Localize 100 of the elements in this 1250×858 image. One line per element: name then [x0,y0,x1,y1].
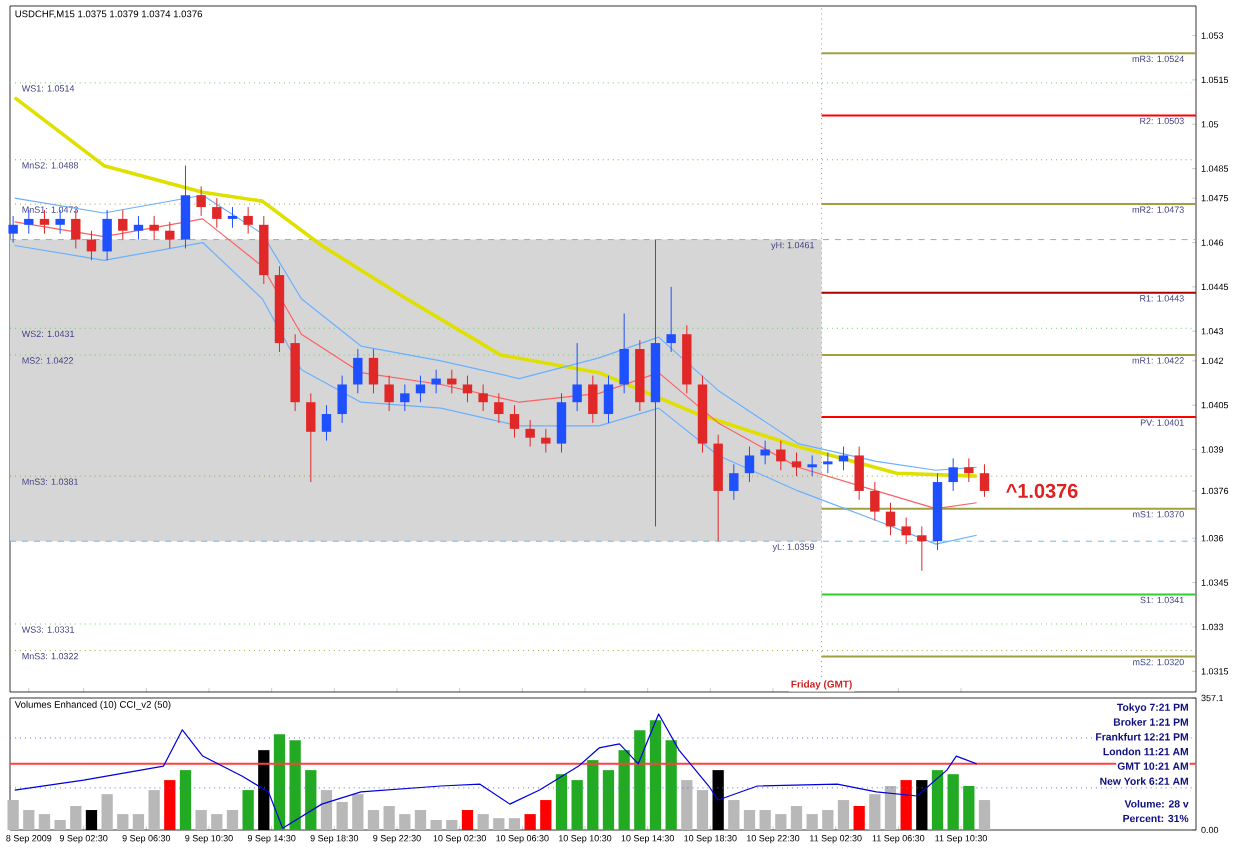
candlestick [572,342,582,412]
bar [759,810,771,830]
candlestick [901,517,911,545]
bar [806,814,818,830]
bar [837,800,850,830]
bar [132,814,145,830]
bar [179,770,192,830]
bar [602,770,615,830]
bar [383,805,395,830]
candlestick [306,392,316,483]
candlestick [118,209,128,241]
bar [931,770,944,830]
bar [399,814,411,830]
candlestick [212,197,222,229]
bar [54,820,66,830]
bar [414,810,427,830]
bar [461,810,474,830]
candlestick [525,419,535,448]
candlestick [149,215,159,241]
bar [978,800,991,830]
bar [211,814,223,830]
candlestick [776,440,786,471]
bar [493,818,505,830]
bar [23,810,35,830]
line-series [14,218,978,510]
line-series [14,241,978,545]
candlestick [133,215,144,241]
candlestick [854,446,864,501]
candlestick [196,185,206,217]
bar [430,820,442,830]
bar [743,810,756,830]
bar [884,786,897,830]
bar [571,780,583,830]
bar [148,790,160,830]
bar [900,780,912,830]
candlestick [227,206,238,229]
bar [70,805,82,830]
candlestick [509,404,520,439]
bar [352,794,364,830]
candlestick [321,404,332,442]
line-series [14,713,978,829]
candlestick [744,446,755,483]
candlestick [39,209,50,235]
candlestick [243,206,253,235]
bar [963,786,975,830]
bar [38,814,51,830]
bar [7,800,19,830]
bar [634,730,646,830]
bar [681,780,693,830]
bar [555,774,568,830]
bar [446,820,458,830]
bar [336,801,348,830]
bar [618,750,630,830]
candlestick [400,383,410,412]
candlestick [823,451,833,474]
candlestick [838,446,849,471]
candlestick [494,392,504,424]
bar [117,814,129,830]
bar [869,794,881,830]
bar [273,734,286,830]
bar [728,800,740,830]
candlestick [415,375,426,403]
candlestick [948,457,958,492]
bar [775,814,787,830]
line-series [12,95,979,478]
line-series [14,194,978,471]
candlestick [603,375,614,424]
candlestick [885,502,896,536]
candlestick [102,209,112,261]
bar [164,780,176,830]
candlestick [917,525,927,572]
bar [696,790,709,830]
bar [289,740,301,830]
bar [195,810,207,830]
bar [226,810,239,830]
bar [367,810,380,830]
bar [665,740,677,830]
candlestick [462,375,473,403]
candlestick [353,348,363,394]
candlestick [729,463,739,501]
bar [320,790,333,830]
candlestick [71,209,81,249]
candlestick [791,451,802,477]
bar [305,770,317,830]
bar [508,818,521,830]
candlestick [807,454,817,477]
candlestick [478,383,488,412]
candlestick [666,286,676,353]
candlestick [8,215,18,244]
candlestick [556,392,567,453]
candlestick [24,209,34,235]
candlestick [619,313,629,394]
bar [822,810,834,830]
candlestick [979,463,990,498]
candlestick [713,434,723,542]
bar [524,814,536,830]
bar [947,774,959,830]
bar [477,814,489,830]
annotation: ^1.0376 [1006,483,1078,498]
candlestick [870,481,880,521]
